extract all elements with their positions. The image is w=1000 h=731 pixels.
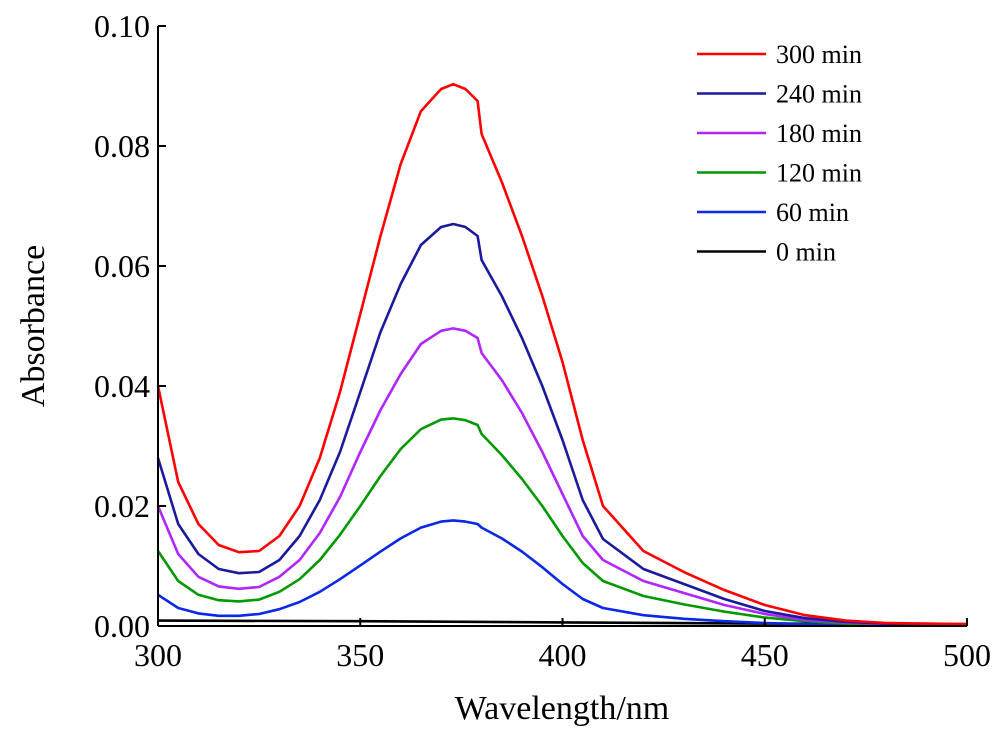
- x-ticks: 300 350 400 450 500: [134, 618, 991, 673]
- y-tick-label: 0.00: [94, 608, 150, 644]
- x-tick-label: 350: [336, 637, 384, 673]
- series-layer: [156, 82, 968, 627]
- x-tick-label: 450: [741, 637, 789, 673]
- y-tick-label: 0.06: [94, 248, 150, 284]
- x-tick-label: 500: [943, 637, 991, 673]
- y-tick-label: 0.02: [94, 488, 150, 524]
- x-tick-label: 300: [134, 637, 182, 673]
- x-axis-title: Wavelength/nm: [455, 690, 669, 727]
- series-line-180-min: [156, 327, 968, 627]
- legend: 300 min 240 min 180 min 120 min 60 min 0 min: [697, 40, 862, 267]
- y-tick-label: 0.04: [94, 368, 150, 404]
- legend-label: 120 min: [776, 159, 862, 188]
- series-line-240-min: [156, 222, 967, 626]
- series-line-60-min: [157, 519, 967, 627]
- y-axis-title: Absorbance: [15, 245, 52, 407]
- legend-label: 60 min: [776, 198, 849, 227]
- legend-label: 300 min: [776, 40, 862, 69]
- y-ticks: 0.00 0.02 0.04 0.06 0.08 0.10: [94, 8, 166, 644]
- legend-label: 240 min: [776, 80, 862, 109]
- series-line-120-min: [156, 417, 967, 627]
- x-tick-label: 400: [539, 637, 587, 673]
- y-tick-label: 0.08: [94, 128, 150, 164]
- legend-label: 0 min: [776, 238, 836, 267]
- series-line-300-min: [156, 82, 968, 626]
- legend-label: 180 min: [776, 119, 862, 148]
- y-tick-label: 0.10: [94, 8, 150, 44]
